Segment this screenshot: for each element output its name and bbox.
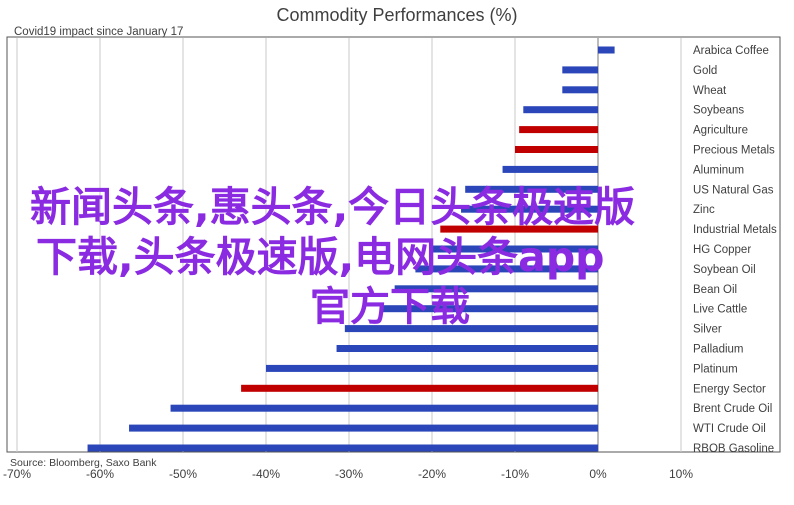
x-tick-label: -40% [252,467,280,481]
x-tick-label: -10% [501,467,529,481]
bar [344,325,598,333]
category-labels: Arabica Coffee Gold Wheat Soybeans Agricultu… [693,45,777,455]
category-label: HG Copper [693,244,751,256]
bar [336,345,598,352]
bar [241,384,598,392]
category-label: Bean Oil [693,284,737,296]
category-label: Energy Sector [693,383,766,395]
plot-frame [6,36,781,453]
category-label: Silver [693,324,722,336]
category-label: Precious Metals [693,145,775,157]
chart-source: Source: Bloomberg, Saxo Bank [10,457,157,469]
category-label: RBOB Gasoline [693,443,774,455]
category-label: Wheat [693,85,727,97]
bar [432,245,598,253]
category-label: WTI Crude Oil [693,423,766,435]
bar [440,225,598,233]
bar [515,146,598,153]
x-tick-label: -70% [3,467,31,481]
bar [129,424,599,432]
bar [87,444,599,452]
bar [519,126,598,134]
category-label: Platinum [693,363,738,375]
bar [170,404,599,412]
bar [465,185,598,193]
bar [562,66,598,74]
bar [523,106,598,114]
category-label: Zinc [693,204,715,216]
category-label: Gold [693,65,717,77]
x-tick-labels: -70% -60% -50% -40% -30% -20% -10% 0% 10% [3,467,693,481]
category-label: Brent Crude Oil [693,403,772,415]
x-tick-label: 0% [589,467,607,481]
category-label: Arabica Coffee [693,45,769,57]
category-label: Aluminum [693,164,744,176]
chart-subtitle: Covid19 impact since January 17 [14,26,183,38]
bar [562,86,598,94]
x-tick-label: 10% [669,467,693,481]
category-label: Soybeans [693,105,744,117]
category-label: US Natural Gas [693,184,774,196]
bar [598,46,615,54]
grid-lines [16,38,682,452]
bar [382,305,598,313]
bar [394,285,598,293]
category-label: Soybean Oil [693,264,756,276]
x-tick-label: -20% [418,467,446,481]
bar [461,205,598,213]
x-tick-label: -60% [86,467,114,481]
x-tick-label: -30% [335,467,363,481]
bar [502,165,598,173]
category-label: Agriculture [693,125,748,137]
x-tick-label: -50% [169,467,197,481]
category-label: Palladium [693,344,744,356]
category-label: Live Cattle [693,304,747,316]
category-label: Industrial Metals [693,224,777,236]
bar [415,265,598,273]
bars [87,46,615,452]
chart-title: Commodity Performances (%) [276,5,517,25]
bar [266,364,598,372]
